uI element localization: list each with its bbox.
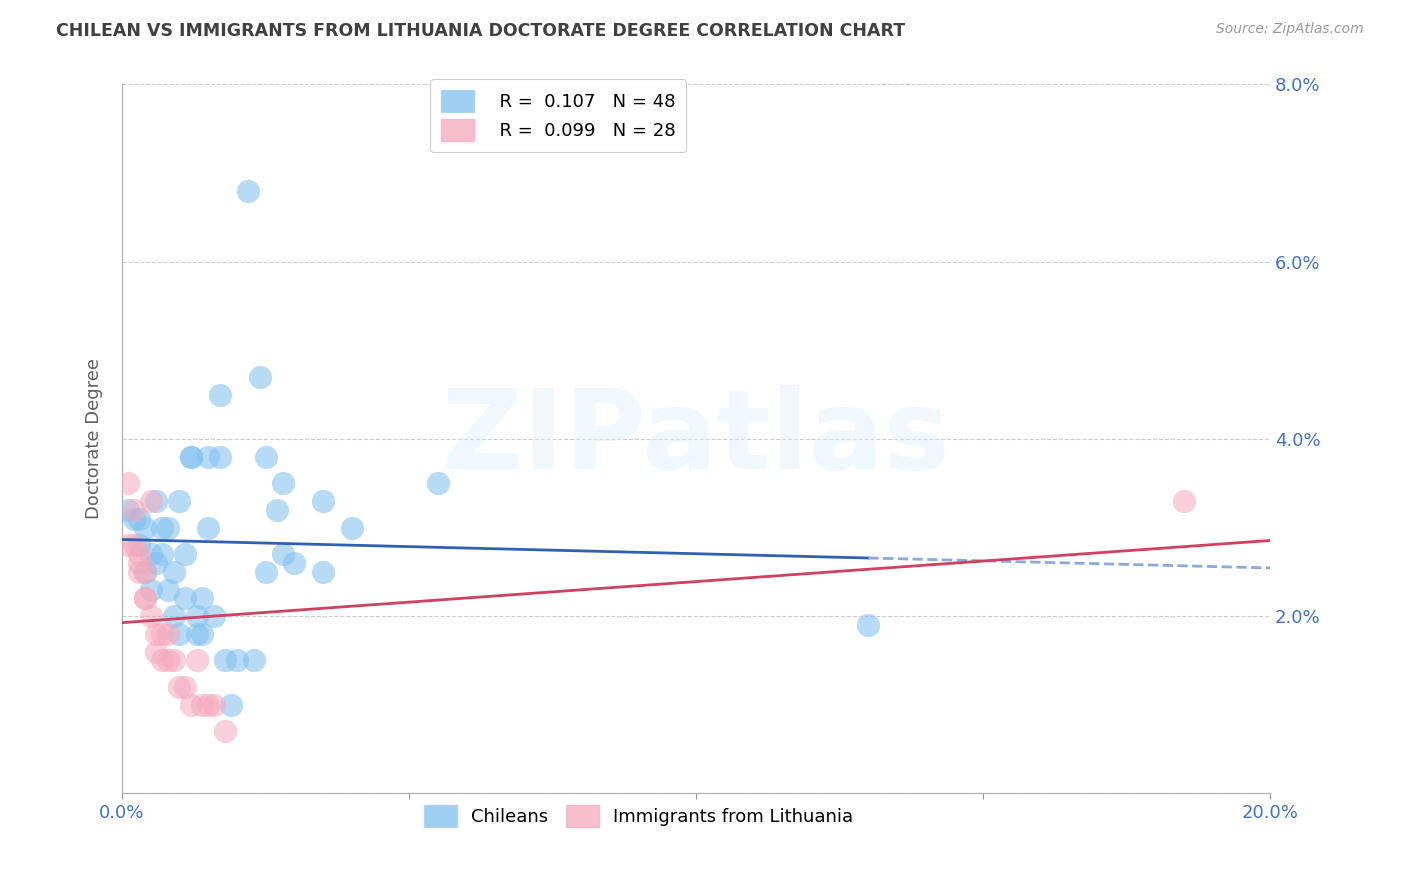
Point [254, 565, 277, 579]
Text: ZIPatlas: ZIPatlas [443, 385, 950, 492]
Point [150, 627, 173, 641]
Point [219, 698, 242, 712]
Point [128, 556, 150, 570]
Point [145, 644, 167, 658]
Point [174, 591, 197, 606]
Point [191, 698, 214, 712]
Point [134, 520, 156, 534]
Point [197, 698, 219, 712]
Text: CHILEAN VS IMMIGRANTS FROM LITHUANIA DOCTORATE DEGREE CORRELATION CHART: CHILEAN VS IMMIGRANTS FROM LITHUANIA DOC… [56, 22, 905, 40]
Y-axis label: Doctorate Degree: Doctorate Degree [86, 359, 103, 519]
Point [163, 609, 186, 624]
Point [271, 547, 294, 561]
Point [266, 503, 288, 517]
Point [180, 698, 202, 712]
Point [169, 627, 191, 641]
Point [122, 538, 145, 552]
Point [163, 565, 186, 579]
Point [214, 724, 236, 739]
Point [238, 184, 260, 198]
Point [139, 547, 162, 561]
Point [134, 591, 156, 606]
Point [128, 547, 150, 561]
Point [186, 609, 208, 624]
Point [283, 556, 305, 570]
Point [191, 591, 214, 606]
Point [117, 503, 139, 517]
Point [186, 653, 208, 667]
Point [128, 538, 150, 552]
Point [117, 538, 139, 552]
Point [186, 627, 208, 641]
Point [122, 511, 145, 525]
Point [271, 476, 294, 491]
Point [139, 609, 162, 624]
Point [426, 476, 449, 491]
Legend: Chileans, Immigrants from Lithuania: Chileans, Immigrants from Lithuania [418, 797, 860, 834]
Point [312, 565, 335, 579]
Point [145, 556, 167, 570]
Point [214, 653, 236, 667]
Point [150, 653, 173, 667]
Point [249, 369, 271, 384]
Point [180, 450, 202, 464]
Point [174, 547, 197, 561]
Point [139, 494, 162, 508]
Point [150, 547, 173, 561]
Point [312, 494, 335, 508]
Point [145, 494, 167, 508]
Point [191, 627, 214, 641]
Point [134, 591, 156, 606]
Point [202, 609, 225, 624]
Point [197, 520, 219, 534]
Point [150, 520, 173, 534]
Point [128, 511, 150, 525]
Point [156, 627, 179, 641]
Point [128, 565, 150, 579]
Point [156, 653, 179, 667]
Point [180, 450, 202, 464]
Point [340, 520, 363, 534]
Point [254, 450, 277, 464]
Point [169, 494, 191, 508]
Point [202, 698, 225, 712]
Point [122, 503, 145, 517]
Point [197, 450, 219, 464]
Point [208, 387, 231, 401]
Point [174, 680, 197, 694]
Point [134, 565, 156, 579]
Point [156, 520, 179, 534]
Point [156, 582, 179, 597]
Point [139, 582, 162, 597]
Point [163, 653, 186, 667]
Point [225, 653, 247, 667]
Point [243, 653, 266, 667]
Point [858, 618, 880, 632]
Point [134, 565, 156, 579]
Text: Source: ZipAtlas.com: Source: ZipAtlas.com [1216, 22, 1364, 37]
Point [169, 680, 191, 694]
Point [145, 627, 167, 641]
Point [1173, 494, 1195, 508]
Point [208, 450, 231, 464]
Point [117, 476, 139, 491]
